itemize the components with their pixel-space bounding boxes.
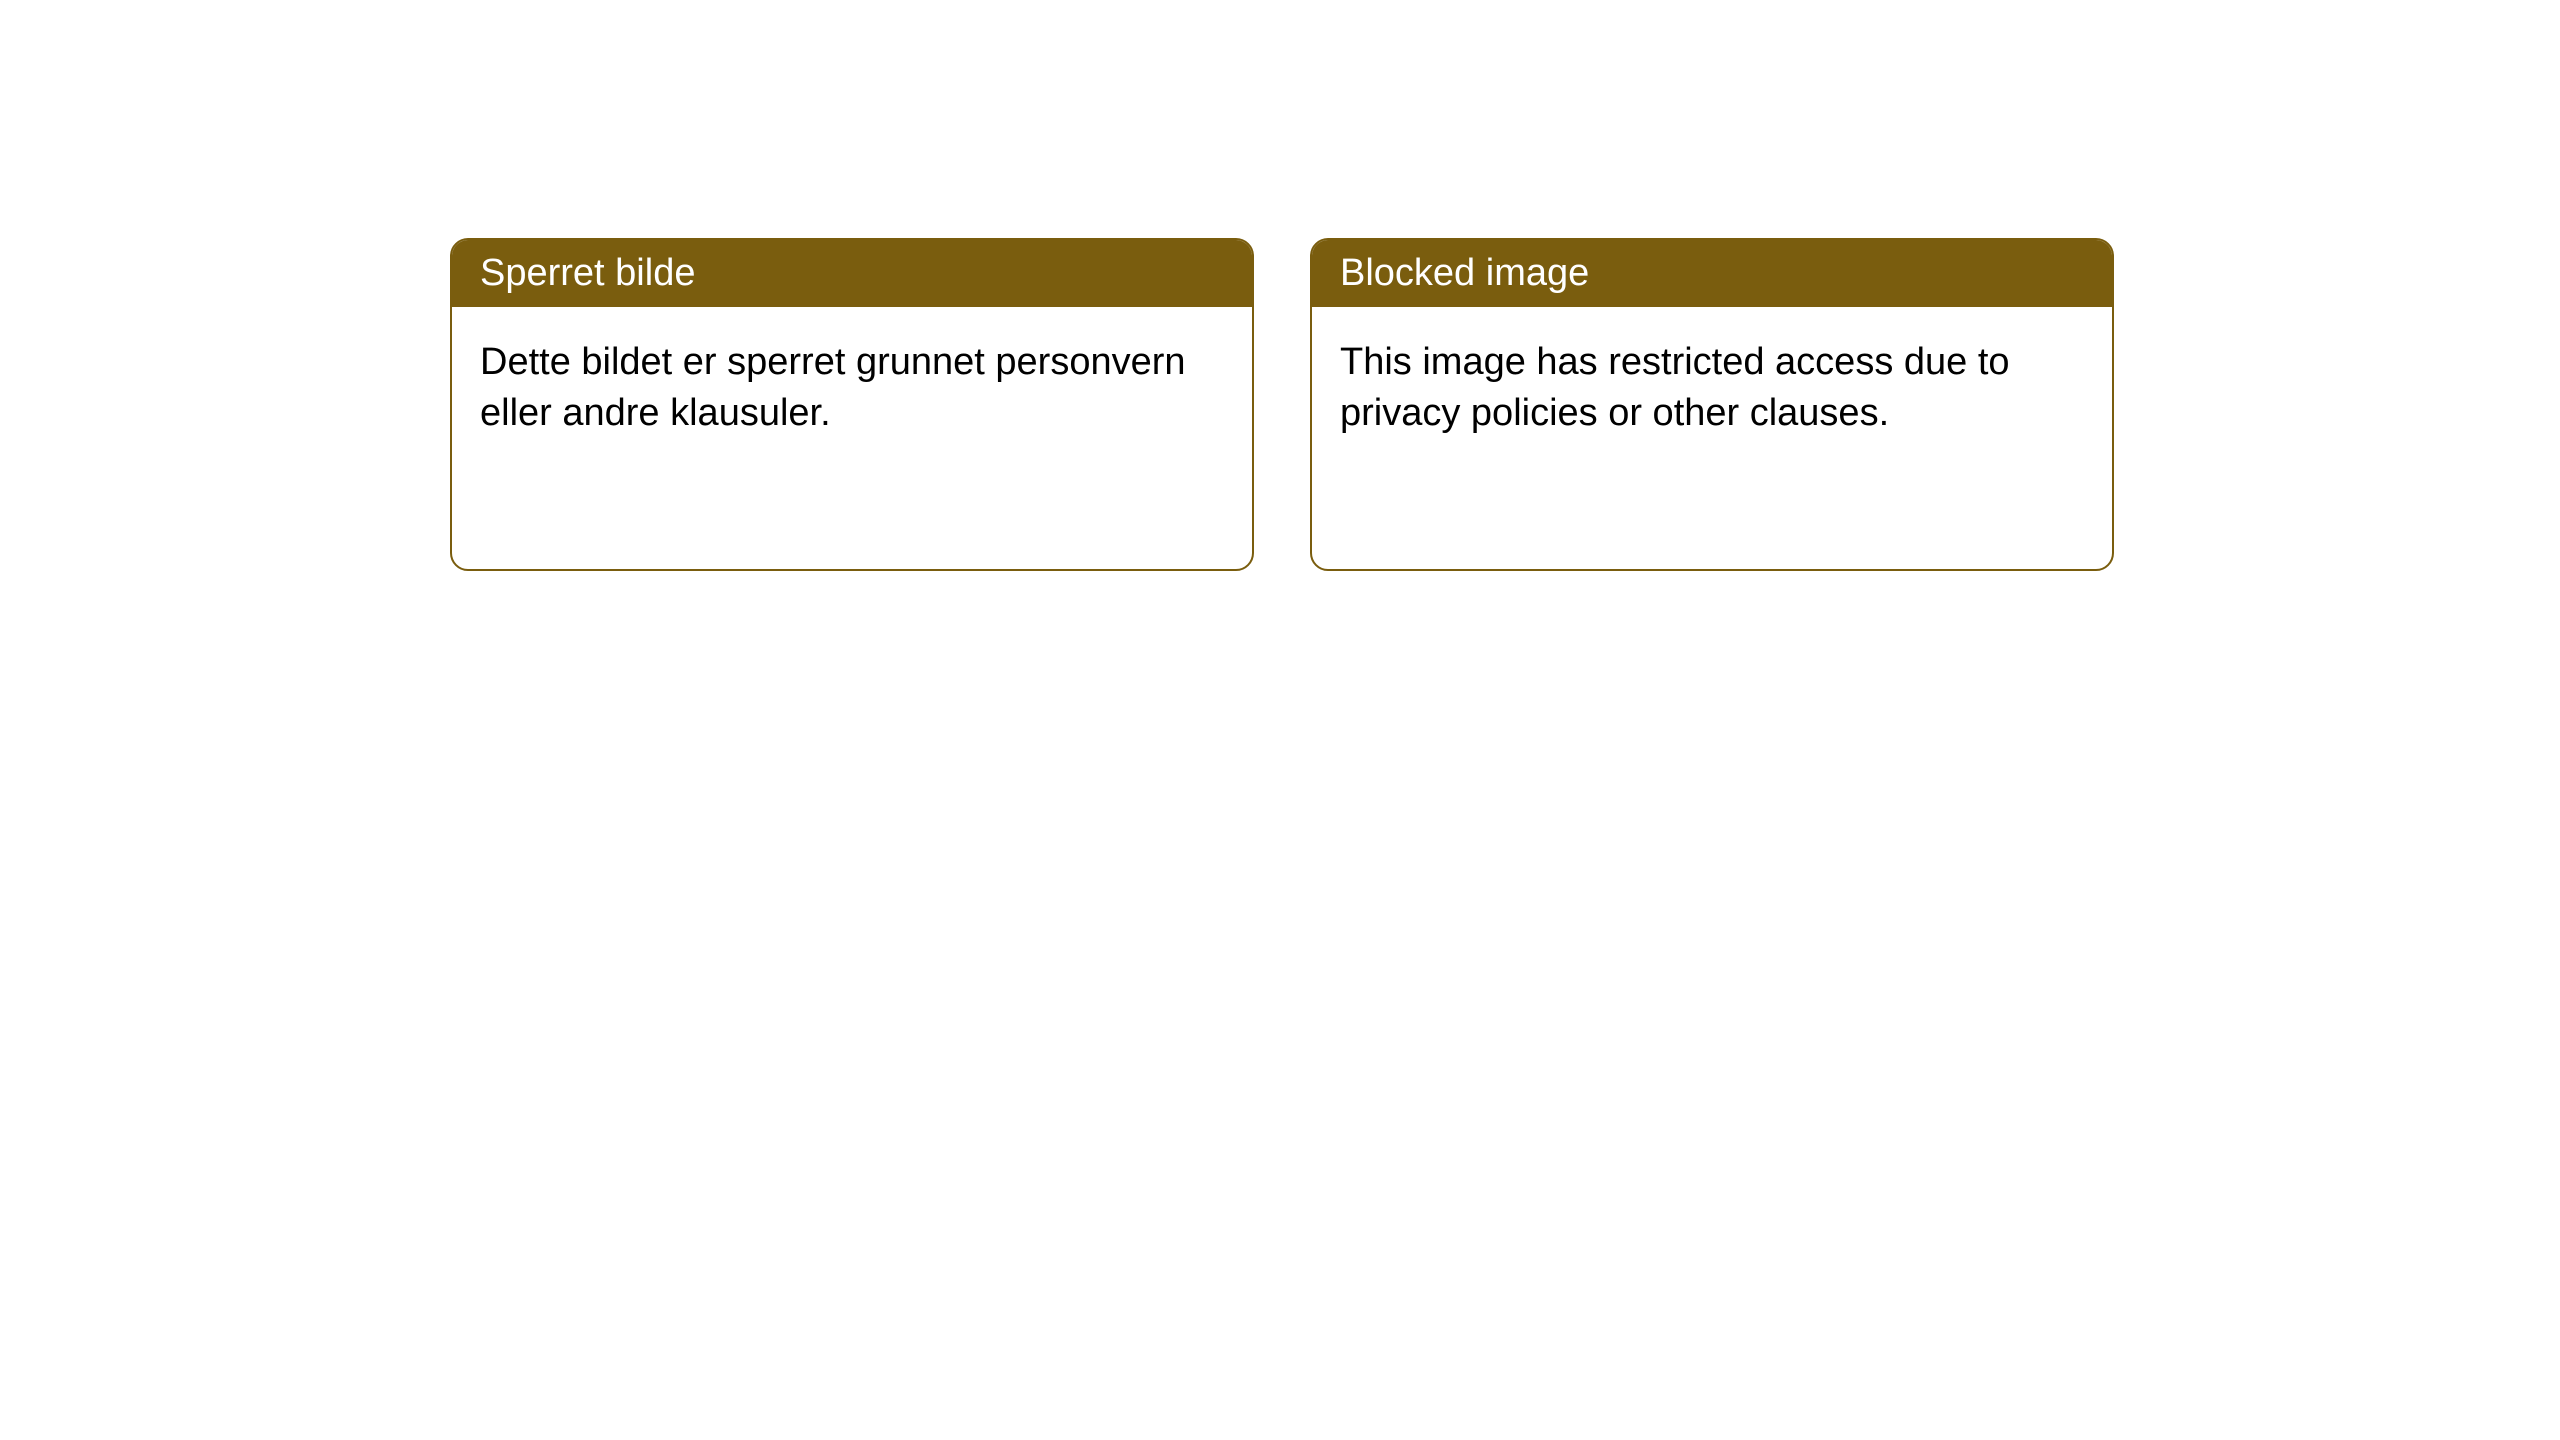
notice-body: Dette bildet er sperret grunnet personve… [452, 307, 1252, 470]
notice-body: This image has restricted access due to … [1312, 307, 2112, 470]
notice-card-norwegian: Sperret bilde Dette bildet er sperret gr… [450, 238, 1254, 571]
notice-body-text: This image has restricted access due to … [1340, 341, 2010, 434]
notice-card-english: Blocked image This image has restricted … [1310, 238, 2114, 571]
notice-container: Sperret bilde Dette bildet er sperret gr… [450, 238, 2114, 571]
notice-title: Sperret bilde [480, 252, 695, 294]
notice-header: Blocked image [1312, 240, 2112, 307]
notice-body-text: Dette bildet er sperret grunnet personve… [480, 341, 1186, 434]
notice-header: Sperret bilde [452, 240, 1252, 307]
notice-title: Blocked image [1340, 252, 1589, 294]
